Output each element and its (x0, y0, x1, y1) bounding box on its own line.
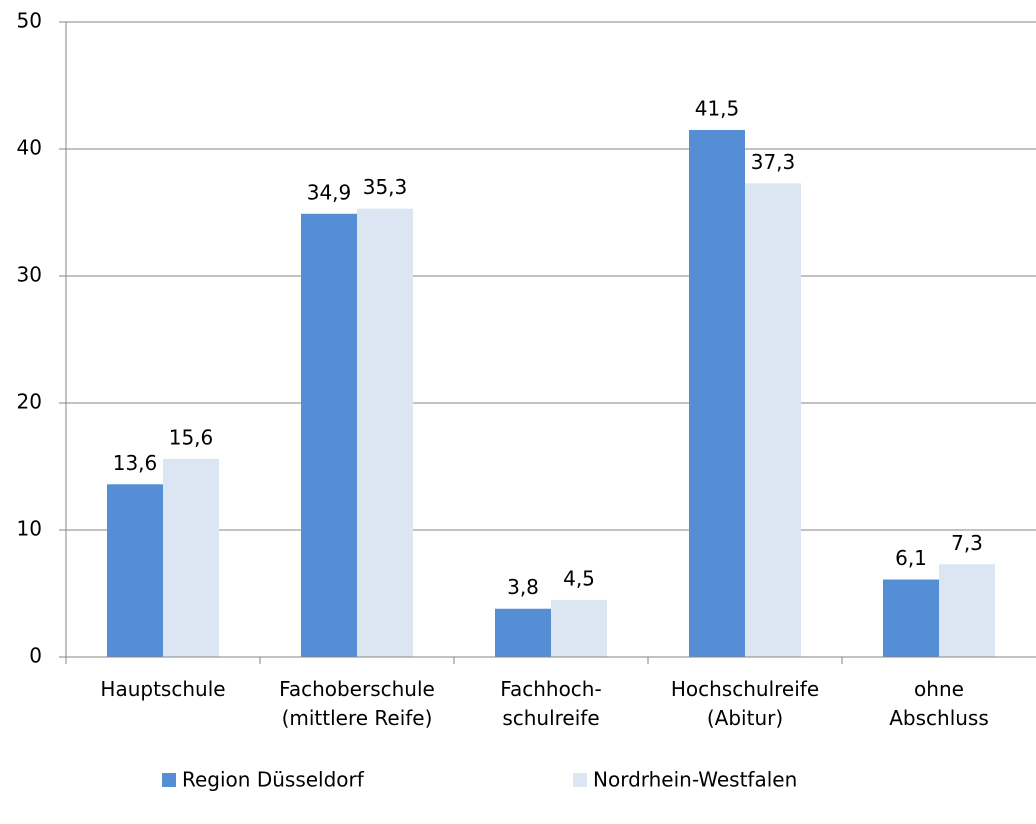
bar (495, 608, 551, 657)
y-tick-label: 50 (17, 9, 42, 33)
x-tick-line: Fachhoch- (500, 677, 601, 701)
y-tick-label: 20 (17, 390, 42, 414)
bar (551, 599, 607, 657)
x-tick-line: (mittlere Reife) (282, 706, 433, 730)
x-tick-label: ohne Abschluss (889, 677, 989, 730)
data-label: 3,8 (507, 575, 539, 599)
data-label: 6,1 (895, 546, 927, 570)
x-tick-line: ohne (914, 677, 964, 701)
legend-label: Region Düsseldorf (182, 768, 365, 792)
bar (107, 484, 163, 657)
bar (163, 458, 219, 657)
x-tick-label: Fachoberschule (mittlere Reife) (279, 677, 435, 730)
x-tick-line: (Abitur) (707, 706, 783, 730)
bar (745, 183, 801, 658)
x-tick-label: Hochschulreife (Abitur) (671, 677, 819, 730)
data-label: 13,6 (113, 451, 158, 475)
legend-swatch (162, 773, 176, 787)
data-label: 37,3 (751, 150, 796, 174)
x-tick-label: Hauptschule (100, 677, 225, 701)
data-label: 41,5 (695, 96, 740, 120)
y-tick-label: 0 (29, 644, 42, 668)
x-tick-line: Hauptschule (100, 677, 225, 701)
data-label: 35,3 (363, 175, 408, 199)
x-tick-line: Hochschulreife (671, 677, 819, 701)
x-tick-line: schulreife (502, 706, 599, 730)
bar (301, 213, 357, 657)
data-label: 7,3 (951, 531, 983, 555)
y-tick-label: 40 (17, 136, 42, 160)
bar (883, 579, 939, 657)
data-label: 15,6 (169, 425, 214, 449)
bar (689, 129, 745, 657)
x-tick-label: Fachhoch-schulreife (500, 677, 601, 730)
bar (357, 208, 413, 657)
x-tick-line: Fachoberschule (279, 677, 435, 701)
legend-swatch (573, 773, 587, 787)
bar (939, 564, 995, 657)
data-label: 4,5 (563, 566, 595, 590)
y-tick-label: 30 (17, 263, 42, 287)
data-label: 34,9 (307, 180, 352, 204)
x-tick-line: Abschluss (889, 706, 989, 730)
legend-label: Nordrhein-Westfalen (593, 768, 797, 792)
y-tick-label: 10 (17, 517, 42, 541)
